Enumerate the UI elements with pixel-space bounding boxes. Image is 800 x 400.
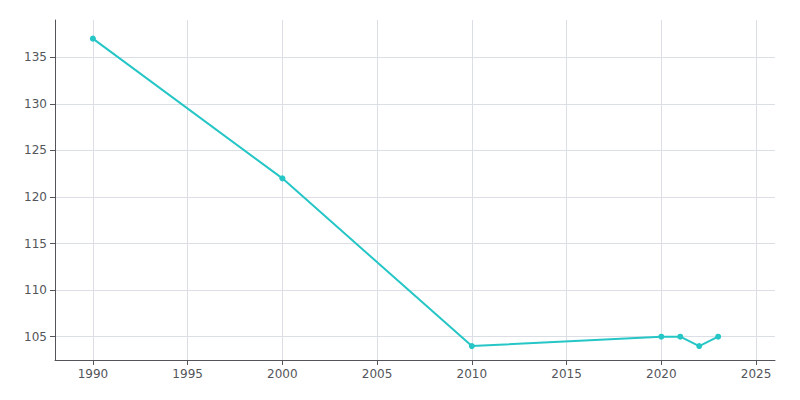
svg-text:2025: 2025 [741,367,772,381]
svg-text:120: 120 [24,190,47,204]
svg-text:1990: 1990 [78,367,109,381]
svg-text:105: 105 [24,330,47,344]
svg-text:2010: 2010 [457,367,488,381]
svg-text:2000: 2000 [267,367,298,381]
svg-text:135: 135 [24,50,47,64]
svg-text:2005: 2005 [362,367,393,381]
svg-text:2015: 2015 [551,367,582,381]
svg-text:110: 110 [24,283,47,297]
svg-text:1995: 1995 [172,367,203,381]
svg-text:115: 115 [24,237,47,251]
svg-text:130: 130 [24,97,47,111]
svg-text:125: 125 [24,143,47,157]
svg-text:2020: 2020 [646,367,677,381]
